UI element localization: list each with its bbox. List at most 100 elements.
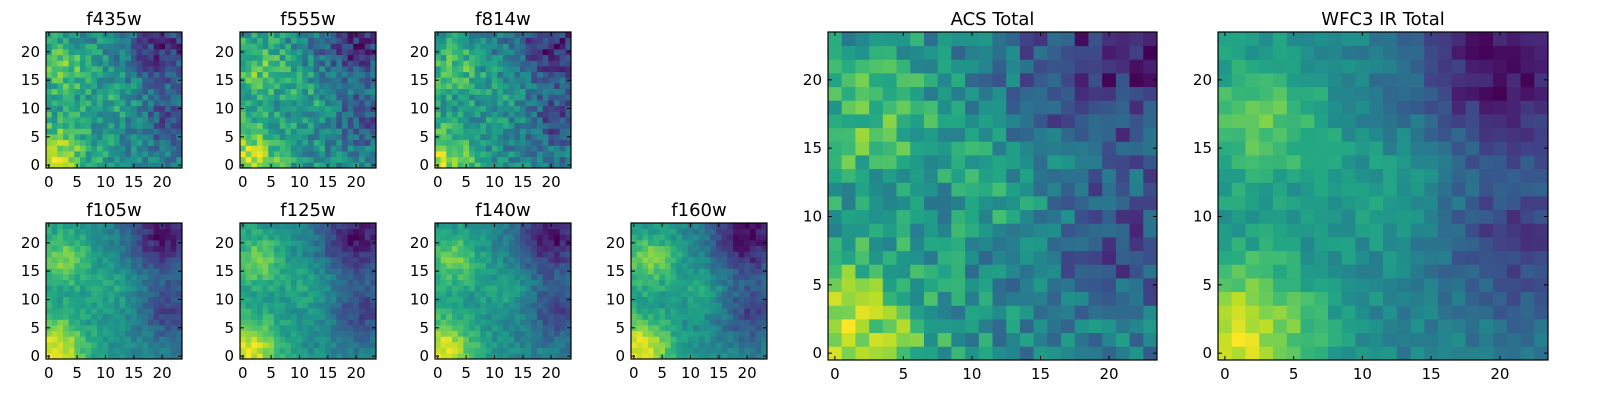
heatmap-cell [131, 296, 138, 303]
heatmap-cell [74, 54, 81, 61]
heatmap-cell [559, 66, 566, 73]
heatmap-cell [268, 139, 275, 146]
heatmap-cell [520, 251, 527, 258]
heatmap-cell [68, 325, 75, 332]
heatmap-cell [1273, 305, 1288, 320]
heatmap-cell [435, 308, 442, 315]
heatmap-cell [1129, 209, 1144, 224]
heatmap-cell [330, 49, 337, 56]
heatmap-cell [313, 279, 320, 286]
heatmap-cell [548, 313, 555, 320]
heatmap-cell [302, 262, 309, 269]
heatmap-cell [457, 245, 464, 252]
heatmap-cell [102, 37, 109, 44]
heatmap-cell [559, 122, 566, 129]
heatmap-cell [245, 245, 252, 252]
heatmap-cell [548, 117, 555, 124]
heatmap-cell [531, 162, 538, 169]
heatmap-cell [51, 234, 58, 241]
heatmap-cell [68, 296, 75, 303]
heatmap-cell [440, 262, 447, 269]
heatmap-cell [108, 319, 115, 326]
heatmap-cell [342, 111, 349, 118]
heatmap-cell [716, 347, 723, 354]
heatmap-cell [738, 285, 745, 292]
heatmap-cell [308, 94, 315, 101]
heatmap-cell [63, 234, 70, 241]
heatmap-cell [828, 127, 843, 142]
y-tick-label: 10 [410, 291, 429, 309]
heatmap-cell [648, 336, 655, 343]
heatmap-cell [119, 49, 126, 56]
heatmap-cell [142, 291, 149, 298]
heatmap-cell [268, 105, 275, 112]
heatmap-cell [51, 77, 58, 84]
heatmap-cell [710, 302, 717, 309]
heatmap-cell [279, 291, 286, 298]
heatmap-cell [978, 155, 993, 170]
heatmap-cell [336, 342, 343, 349]
heatmap-cell [440, 145, 447, 152]
heatmap-cell [108, 100, 115, 107]
heatmap-cell [514, 32, 521, 39]
heatmap-cell [1129, 168, 1144, 183]
heatmap-cell [452, 151, 459, 158]
heatmap-cell [251, 156, 258, 163]
heatmap-cell [514, 240, 521, 247]
heatmap-cell [750, 251, 757, 258]
heatmap-cell [761, 342, 768, 349]
heatmap-cell [125, 156, 132, 163]
heatmap-cell [733, 325, 740, 332]
heatmap-cell [554, 325, 561, 332]
heatmap-cell [841, 73, 856, 88]
heatmap-cell [274, 228, 281, 235]
heatmap-cell [148, 151, 155, 158]
heatmap-cell [330, 296, 337, 303]
heatmap-cell [435, 94, 442, 101]
heatmap-cell [291, 342, 298, 349]
heatmap-cell [1369, 291, 1384, 306]
heatmap-cell [302, 240, 309, 247]
heatmap-cell [469, 54, 476, 61]
heatmap-cell [245, 60, 252, 67]
heatmap-cell [682, 291, 689, 298]
heatmap-cell [279, 32, 286, 39]
heatmap-cell [446, 37, 453, 44]
heatmap-cell [642, 251, 649, 258]
heatmap-cell [91, 49, 98, 56]
heatmap-cell [342, 145, 349, 152]
heatmap-cell [364, 353, 371, 360]
heatmap-cell [142, 296, 149, 303]
heatmap-cell [170, 162, 177, 169]
heatmap-cell [699, 319, 706, 326]
heatmap-cell [1129, 278, 1144, 293]
heatmap-cell [251, 32, 258, 39]
heatmap-cell [446, 336, 453, 343]
heatmap-cell [245, 71, 252, 78]
heatmap-cell [125, 296, 132, 303]
heatmap-cell [319, 139, 326, 146]
y-tick-label: 5 [224, 128, 234, 146]
x-tick-label: 5 [461, 173, 471, 191]
heatmap-cell [364, 100, 371, 107]
heatmap-cell [446, 145, 453, 152]
heatmap-cell [1006, 86, 1021, 101]
heatmap-cell [302, 37, 309, 44]
heatmap-cell [285, 43, 292, 50]
heatmap-cell [364, 285, 371, 292]
heatmap-cell [296, 330, 303, 337]
heatmap-cell [1355, 305, 1370, 320]
heatmap-cell [744, 291, 751, 298]
heatmap-cell [102, 100, 109, 107]
heatmap-cell [353, 274, 360, 281]
heatmap-cell [452, 262, 459, 269]
heatmap-cell [710, 251, 717, 258]
heatmap-cell [869, 86, 884, 101]
heatmap-cell [296, 308, 303, 315]
heatmap-cell [308, 151, 315, 158]
heatmap-cell [336, 336, 343, 343]
heatmap-cell [68, 66, 75, 73]
heatmap-cell [693, 262, 700, 269]
heatmap-cell [721, 302, 728, 309]
